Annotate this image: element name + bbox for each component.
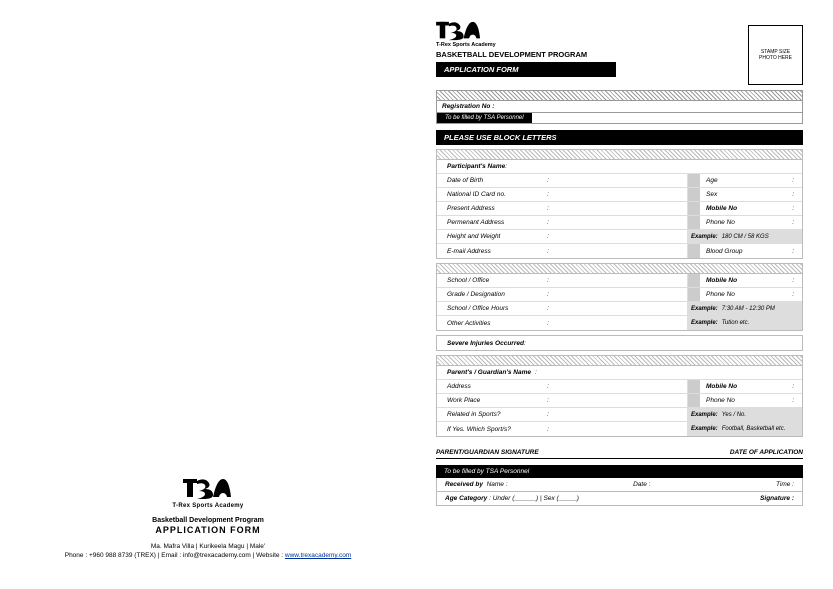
filled-by-header: To be filled by TSA Personnel (436, 465, 803, 478)
brand-name: T-Rex Sports Academy (172, 503, 243, 509)
signature-row: PARENT/GUARDIAN SIGNATURE DATE OF APPLIC… (436, 447, 803, 459)
parent-sig-label: PARENT/GUARDIAN SIGNATURE (436, 449, 539, 456)
reg-no-label: Registration No : (442, 103, 494, 110)
program-title: BASKETBALL DEVELOPMENT PROGRAM (436, 50, 748, 59)
brand-small: T-Rex Sports Academy (436, 42, 748, 48)
registration-box: Registration No : To be filled by TSA Pe… (436, 90, 803, 124)
left-contact: Phone : +960 988 8739 (TREX) | Email : i… (65, 552, 352, 559)
school-section: School / Office: Mobile No: Grade / Desi… (436, 263, 803, 331)
left-cover-page: T-Rex Sports Academy Basketball Developm… (0, 0, 416, 589)
contact-prefix: Phone : +960 988 8739 (TREX) | Email : i… (65, 552, 285, 559)
left-program-title: Basketball Development Program (152, 517, 264, 524)
form-title-bar: APPLICATION FORM (436, 62, 616, 77)
logo-block: T-Rex Sports Academy (172, 477, 243, 509)
tsa-logo-small (436, 20, 482, 42)
parent-section: Parent's / Guardian's Name: Address: Mob… (436, 355, 803, 437)
filled-by-pill: To be filled by TSA Personnel (437, 113, 532, 123)
hatch-pattern (437, 91, 802, 101)
participant-section: Participant's Name: Date of Birth: Age: … (436, 149, 803, 259)
right-form-page: T-Rex Sports Academy BASKETBALL DEVELOPM… (416, 0, 833, 589)
tsa-personnel-box: To be filled by TSA Personnel Received b… (436, 465, 803, 506)
date-app-label: DATE OF APPLICATION (730, 449, 803, 456)
injuries-section: Severe Injuries Occurred: (436, 335, 803, 351)
participant-name-label: Participant's Name (437, 163, 505, 170)
form-header: T-Rex Sports Academy BASKETBALL DEVELOPM… (436, 20, 803, 85)
block-letters-header: PLEASE USE BLOCK LETTERS (436, 130, 803, 145)
left-address: Ma. Mafra Villa | Kurikeela Magu | Male' (151, 543, 265, 550)
age-category-row: Age Category : Under (______) | Sex (___… (436, 492, 803, 506)
photo-placeholder: STAMP SIZE PHOTO HERE (748, 25, 803, 85)
tsa-logo (183, 477, 233, 501)
website-link[interactable]: www.trexacademy.com (285, 552, 351, 559)
received-row: Received by Name : Date : Time : (436, 478, 803, 492)
left-form-title: APPLICATION FORM (155, 525, 260, 535)
